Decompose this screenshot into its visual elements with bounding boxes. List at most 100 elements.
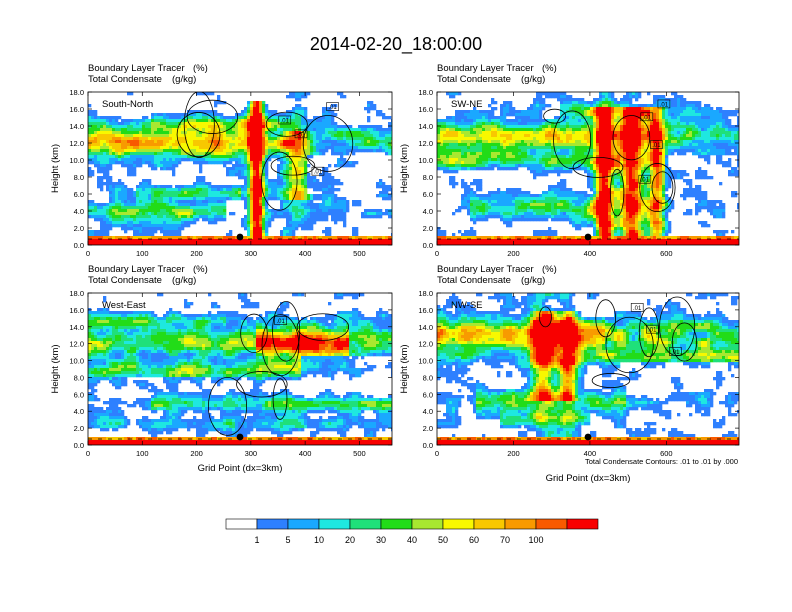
y-tick-label: 2.0 <box>423 224 433 233</box>
y-axis-title: Height (km) <box>399 344 410 393</box>
x-tick-label: 0 <box>435 249 439 258</box>
tracer-field <box>437 92 739 245</box>
x-tick-label: 0 <box>86 449 90 458</box>
x-tick-label: 300 <box>245 249 258 258</box>
y-tick-label: 10.0 <box>69 357 84 366</box>
svg-text:.01: .01 <box>328 105 337 111</box>
colorbar-label: 1 <box>254 535 259 545</box>
colorbar-label: 40 <box>407 535 417 545</box>
x-tick-label: 300 <box>245 449 258 458</box>
x-axis-title: Grid Point (dx=3km) <box>198 463 283 474</box>
y-axis-title: Height (km) <box>50 344 61 393</box>
y-tick-label: 14.0 <box>418 122 433 131</box>
contour-label: .01 <box>669 347 682 356</box>
x-tick-label: 200 <box>190 249 203 258</box>
contour-label: .01 <box>650 140 663 149</box>
y-tick-label: 12.0 <box>418 139 433 148</box>
panel-label: West-East <box>102 300 146 311</box>
location-marker <box>236 433 244 441</box>
subtitle-tracer: Boundary Layer Tracer <box>88 264 185 275</box>
svg-text:.01: .01 <box>314 170 323 176</box>
panel-label: SW-NE <box>451 99 483 110</box>
subtitle-condensate-unit: (g/kg) <box>172 275 196 286</box>
y-axis-title: Height (km) <box>399 144 410 193</box>
y-tick-label: 4.0 <box>74 407 84 416</box>
y-tick-label: 16.0 <box>69 306 84 315</box>
x-tick-label: 100 <box>136 449 149 458</box>
y-tick-label: 12.0 <box>69 340 84 349</box>
colorbar-label: 50 <box>438 535 448 545</box>
y-tick-label: 6.0 <box>74 390 84 399</box>
subtitle-condensate-unit: (g/kg) <box>521 74 545 85</box>
colorbar-swatch <box>504 518 537 530</box>
subtitle-tracer: Boundary Layer Tracer <box>437 63 534 74</box>
y-tick-label: 16.0 <box>418 306 433 315</box>
colorbar-swatch <box>287 518 320 530</box>
y-axis-title: Height (km) <box>50 144 61 193</box>
location-marker <box>584 233 592 241</box>
location-marker <box>584 433 592 441</box>
colorbar-swatch <box>256 518 289 530</box>
y-tick-label: 16.0 <box>418 105 433 114</box>
condensate-contours <box>88 92 392 240</box>
contour-label: .01 <box>657 99 671 108</box>
subtitle-condensate-unit: (g/kg) <box>172 74 196 85</box>
subtitle-tracer-unit: (%) <box>193 63 208 74</box>
plot-frame <box>436 292 740 446</box>
subtitle-condensate: Total Condensate <box>437 74 511 85</box>
y-tick-label: 2.0 <box>74 224 84 233</box>
y-tick-label: 6.0 <box>423 390 433 399</box>
x-tick-label: 500 <box>353 249 366 258</box>
y-tick-label: 10.0 <box>418 357 433 366</box>
x-tick-label: 600 <box>660 249 673 258</box>
contour-label: .01 <box>630 303 644 312</box>
y-tick-label: 8.0 <box>423 173 433 182</box>
x-tick-label: 400 <box>299 249 312 258</box>
panel-west-east: .01 West-East Boundary Layer Tracer (%) Tota… <box>50 264 393 474</box>
x-tick-label: 200 <box>507 449 520 458</box>
colorbar-label: 20 <box>345 535 355 545</box>
contour-label: .01 <box>646 324 659 334</box>
x-tick-label: 400 <box>584 249 597 258</box>
y-tick-label: 14.0 <box>418 323 433 332</box>
y-tick-label: 8.0 <box>423 373 433 382</box>
plot-frame <box>436 91 740 246</box>
y-tick-label: 6.0 <box>74 190 84 199</box>
colorbar-label: 5 <box>285 535 290 545</box>
contour-label: .01 <box>278 115 292 124</box>
x-tick-label: 200 <box>507 249 520 258</box>
x-axis-title: Grid Point (dx=3km) <box>546 473 631 484</box>
svg-text:.01: .01 <box>297 132 306 138</box>
condensate-contours <box>88 301 392 440</box>
colorbar-swatch <box>535 518 568 530</box>
colorbar-label: 70 <box>500 535 510 545</box>
contour-label: .01 <box>274 316 287 325</box>
colorbar-swatch <box>442 518 475 530</box>
subtitle-tracer-unit: (%) <box>542 264 557 275</box>
plot-frame <box>87 91 393 246</box>
x-tick-label: 200 <box>190 449 203 458</box>
y-tick-label: 8.0 <box>74 373 84 382</box>
contour-label: .01 <box>640 112 654 121</box>
y-tick-label: 4.0 <box>74 207 84 216</box>
contour-label: .01 <box>638 174 652 184</box>
x-tick-label: 0 <box>86 249 90 258</box>
y-tick-label: 12.0 <box>69 139 84 148</box>
y-tick-label: 0.0 <box>423 441 433 450</box>
y-tick-label: 0.0 <box>74 241 84 250</box>
colorbar: 1 5 10 20 30 40 50 60 70 100 <box>225 518 599 545</box>
y-tick-label: 0.0 <box>74 441 84 450</box>
y-tick-label: 18.0 <box>69 88 84 97</box>
x-tick-label: 400 <box>584 449 597 458</box>
tracer-field <box>88 92 392 245</box>
subtitle-tracer: Boundary Layer Tracer <box>437 264 534 275</box>
colorbar-swatch <box>318 518 351 530</box>
y-tick-label: 18.0 <box>69 289 84 298</box>
colorbar-swatch <box>349 518 382 530</box>
tracer-field <box>88 293 392 445</box>
panel-south-north: .01 .01 .01 .01 South-North Boundary Layer Tr… <box>50 63 393 258</box>
y-tick-label: 6.0 <box>423 190 433 199</box>
y-tick-label: 2.0 <box>423 424 433 433</box>
